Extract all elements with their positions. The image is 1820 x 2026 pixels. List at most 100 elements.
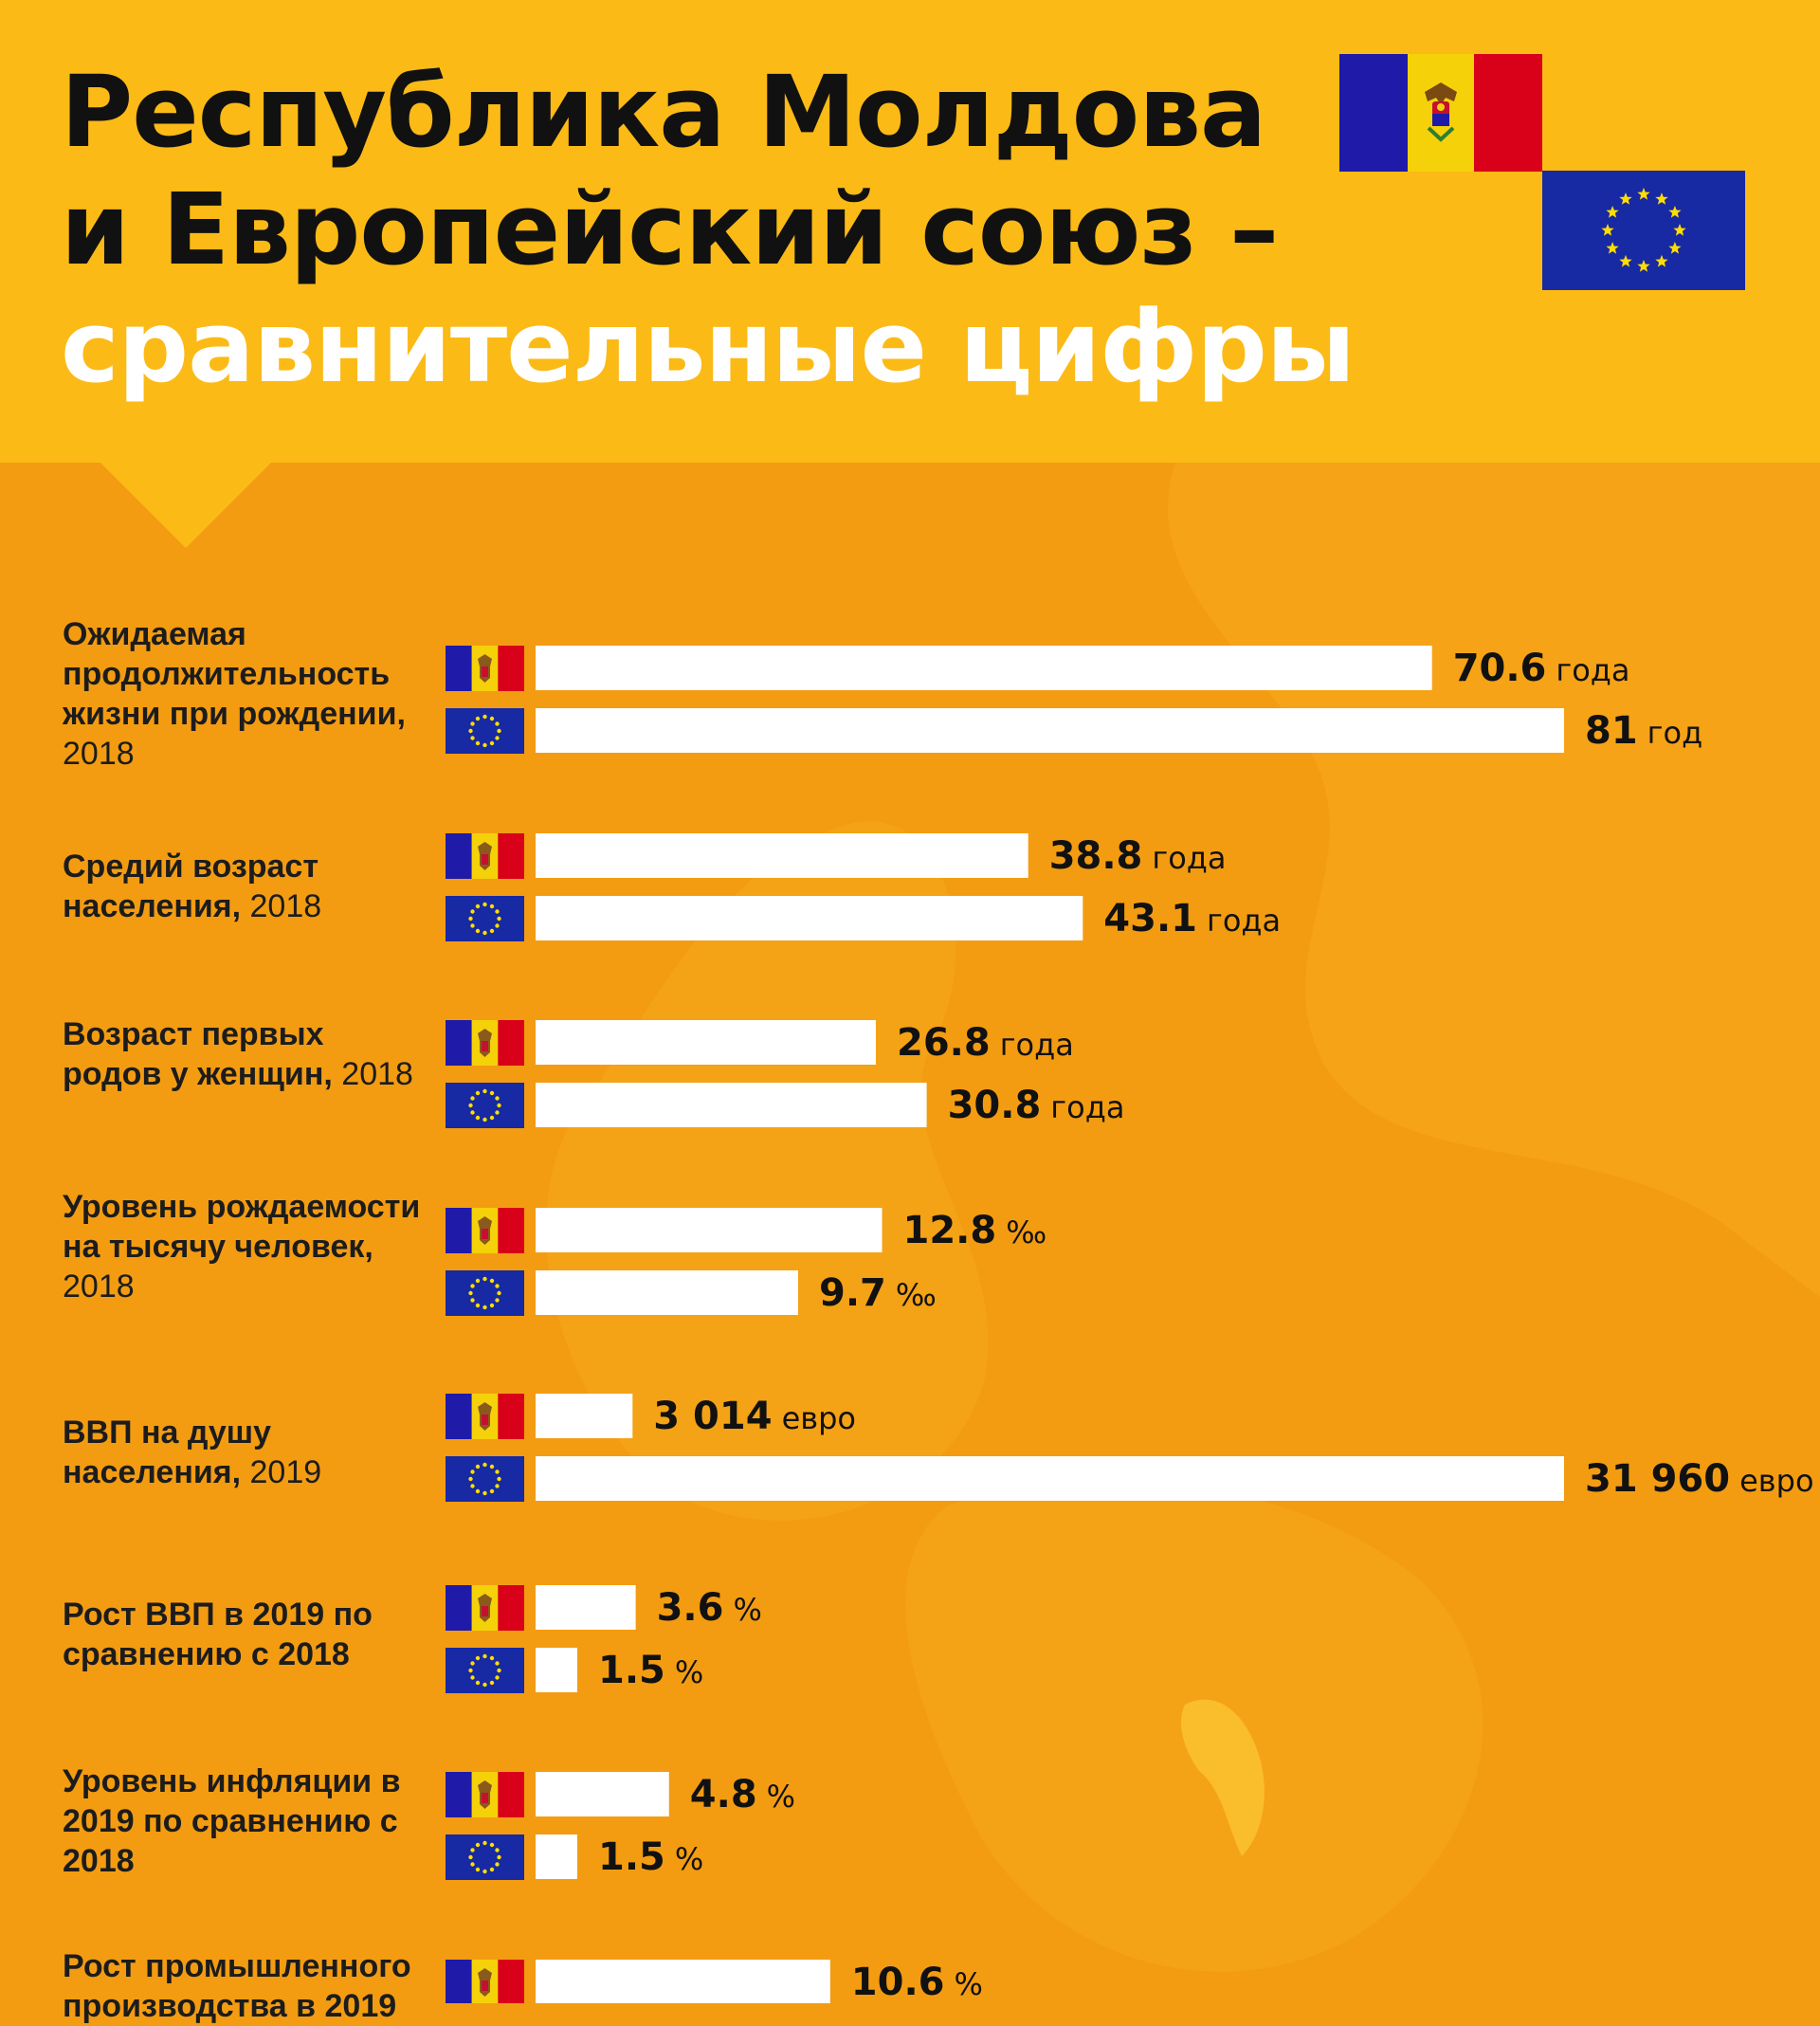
- moldova-flag-icon: [446, 1394, 524, 1439]
- eu-star-icon: [470, 1110, 475, 1115]
- bar: [536, 1960, 830, 2003]
- eu-star-icon: [1606, 242, 1619, 254]
- bar: [536, 833, 1028, 878]
- title-line-2: и Европейский союз –: [61, 172, 1279, 287]
- eu-star-icon: [475, 903, 481, 909]
- category-name: Рост ВВП в 2019 по сравнению с 2018: [63, 1597, 373, 1672]
- bar-value: 1.5: [598, 1835, 665, 1879]
- eu-star-icon: [470, 909, 475, 914]
- bar-value: 43.1: [1103, 897, 1197, 940]
- eu-star-icon: [475, 1278, 481, 1284]
- category-label: Средий возраст населения, 2018: [63, 847, 423, 926]
- eu-flag-icon: [446, 1083, 524, 1128]
- moldova-flag-icon: [446, 1960, 524, 2003]
- eu-star-icon: [489, 1278, 495, 1284]
- bar-value: 12.8: [903, 1209, 997, 1252]
- bar-value-label: 1.5%: [598, 1649, 703, 1692]
- bar-unit: ‰: [896, 1277, 937, 1313]
- bar-value-label: 3.6%: [657, 1586, 762, 1630]
- eu-star-icon: [468, 1103, 473, 1108]
- bar: [536, 1083, 927, 1127]
- bar-unit: евро: [782, 1400, 856, 1436]
- bar-value: 30.8: [948, 1084, 1042, 1127]
- category-year: 2018: [249, 888, 322, 924]
- bar-unit: %: [675, 1654, 703, 1690]
- eu-star-icon: [1619, 192, 1632, 205]
- eu-star-icon: [482, 1462, 487, 1468]
- category-name: Уровень рождаемости на тысячу человек,: [63, 1189, 421, 1265]
- eu-star-icon: [489, 1655, 495, 1661]
- eu-star-icon: [468, 1854, 473, 1860]
- bar: [536, 1394, 633, 1438]
- eu-star-icon: [470, 923, 475, 928]
- bar: [536, 708, 1564, 753]
- eu-star-icon: [468, 1476, 473, 1482]
- eu-star-icon: [470, 1298, 475, 1303]
- bar: [536, 646, 1432, 690]
- eu-star-icon: [482, 1490, 487, 1496]
- category-label: Возраст первых родов у женщин, 2018: [63, 1014, 423, 1094]
- bar-value: 38.8: [1049, 834, 1143, 878]
- eu-star-icon: [475, 740, 481, 746]
- eu-star-icon: [470, 1484, 475, 1488]
- title-line-1: Республика Молдова: [61, 54, 1266, 170]
- eu-star-icon: [1668, 242, 1682, 254]
- moldova-flag-icon: [1339, 54, 1542, 172]
- eu-star-icon: [482, 1869, 487, 1874]
- eu-star-icon: [482, 902, 487, 907]
- bar-value: 3.6: [657, 1586, 724, 1630]
- moldova-flag-icon: [446, 1020, 524, 1066]
- eu-star-icon: [468, 1668, 473, 1673]
- category-label: Ожидаемая продолжительность жизни при ро…: [63, 614, 423, 774]
- eu-star-icon: [475, 1464, 481, 1469]
- bar-unit: %: [955, 1966, 983, 2002]
- bar-unit: года: [1050, 1089, 1124, 1125]
- eu-star-icon: [495, 1298, 500, 1303]
- eu-flag-icon: [446, 1456, 524, 1502]
- bar-unit: %: [767, 1779, 795, 1815]
- eu-star-icon: [470, 1096, 475, 1101]
- header-notch: [100, 463, 271, 548]
- category-label: Уровень инфляции в 2019 по сравнению с 2…: [63, 1761, 423, 1881]
- eu-star-icon: [495, 1110, 500, 1115]
- eu-star-icon: [497, 1103, 501, 1108]
- bar: [536, 1834, 577, 1879]
- eu-star-icon: [489, 1090, 495, 1096]
- bar-unit: ‰: [1006, 1214, 1046, 1250]
- moldova-map-highlight: [1180, 1699, 1265, 1856]
- eu-star-icon: [482, 1088, 487, 1094]
- eu-star-icon: [482, 1117, 487, 1123]
- bar-value-label: 4.8%: [690, 1773, 795, 1816]
- category-year: 2018: [63, 1269, 135, 1305]
- eu-star-icon: [489, 716, 495, 721]
- category-name: ВВП на душу населения,: [63, 1415, 272, 1490]
- category-year: 2019: [249, 1454, 322, 1490]
- eu-star-icon: [468, 916, 473, 922]
- category-name: Рост промышленного производства в 2019: [63, 1948, 411, 2024]
- eu-star-icon: [475, 1680, 481, 1686]
- eu-star-icon: [1606, 206, 1619, 218]
- category-label: Рост промышленного производства в 2019: [63, 1946, 423, 2026]
- eu-star-icon: [495, 1096, 500, 1101]
- category-name: Средий возраст населения,: [63, 849, 318, 924]
- bar: [536, 1648, 577, 1692]
- eu-star-icon: [482, 742, 487, 748]
- bar-unit: года: [1152, 840, 1226, 876]
- bar: [536, 1585, 636, 1630]
- eu-star-icon: [495, 923, 500, 928]
- moldova-coat-of-arms-icon: [1425, 82, 1457, 142]
- bar-unit: года: [1000, 1027, 1074, 1063]
- eu-flag-icon: [446, 1270, 524, 1316]
- eu-star-icon: [495, 1862, 500, 1867]
- moldova-flag-icon: [446, 833, 524, 879]
- eu-star-icon: [470, 736, 475, 740]
- bar-value: 70.6: [1453, 647, 1547, 690]
- moldova-flag-icon: [446, 1585, 524, 1631]
- category-year: 2018: [63, 736, 135, 772]
- eu-star-icon: [475, 1655, 481, 1661]
- eu-star-icon: [497, 1668, 501, 1673]
- category-name: Возраст первых родов у женщин,: [63, 1016, 333, 1092]
- eu-star-icon: [1655, 254, 1668, 267]
- bar-value-label: 43.1 года: [1103, 897, 1281, 940]
- eu-star-icon: [1655, 192, 1668, 205]
